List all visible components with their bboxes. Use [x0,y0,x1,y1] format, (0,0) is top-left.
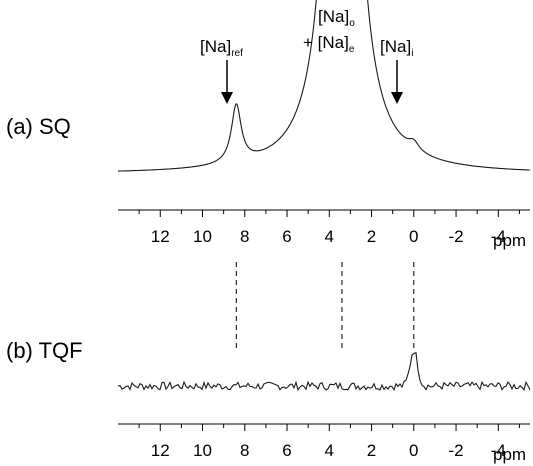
x-unit-label-sq: ppm [493,231,526,250]
x-unit-label-tqf: ppm [493,445,526,464]
panel-b-label: (b) TQF [6,338,83,363]
sq-tick-label: -4 [491,227,506,246]
sq-tick-label: -2 [448,227,463,246]
sq-tick-label: 10 [193,227,212,246]
tqf-tick-label: 10 [193,441,212,460]
svg-text:[Na]o: [Na]o [318,7,355,29]
annotation-na-ref-sub: ref [231,48,243,59]
annotation-na-o-main: [Na] [318,7,349,26]
annotation-na-e-sub: e [349,44,355,55]
annotation-na-e-main: + [Na] [303,33,349,52]
sq-tick-label: 6 [282,227,291,246]
tqf-tick-label: -4 [491,441,506,460]
annotation-na-o-sub: o [349,18,355,29]
panel-a-label: (a) SQ [6,114,71,139]
svg-text:[Na]i: [Na]i [380,37,413,59]
annotation-na-ref-main: [Na] [200,37,231,56]
annotation-na-i-sub: i [411,48,413,59]
spectrum-tqf-line [117,351,531,392]
sq-tick-label: 12 [151,227,170,246]
tqf-tick-label: 6 [282,441,291,460]
tqf-tick-label: 2 [367,441,376,460]
annotation-na-ref: [Na]ref [200,37,243,104]
annotation-na-i-main: [Na] [380,37,411,56]
x-ticks-sq: 12 10 8 6 4 2 0 -2 -4 [138,210,520,246]
tqf-tick-label: 8 [240,441,249,460]
sq-tick-label: 0 [409,227,418,246]
tqf-tick-label: 0 [409,441,418,460]
dashed-markers [235,262,415,348]
tqf-tick-label: 4 [325,441,334,460]
svg-text:+ [Na]e: + [Na]e [303,33,355,55]
tqf-tick-label: 12 [151,441,170,460]
x-ticks-tqf: 12 10 8 6 4 2 0 -2 -4 [138,424,520,460]
annotation-na-i: [Na]i [380,37,413,104]
annotation-na-o-e: [Na]o + [Na]e [303,7,355,55]
arrowhead-na-ref [221,92,233,104]
tqf-tick-label: -2 [448,441,463,460]
sq-tick-label: 8 [240,227,249,246]
sq-tick-label: 2 [367,227,376,246]
svg-text:[Na]ref: [Na]ref [200,37,243,59]
sq-tick-label: 4 [325,227,334,246]
arrowhead-na-i [391,92,403,104]
spectrum-sq-line [118,0,531,172]
